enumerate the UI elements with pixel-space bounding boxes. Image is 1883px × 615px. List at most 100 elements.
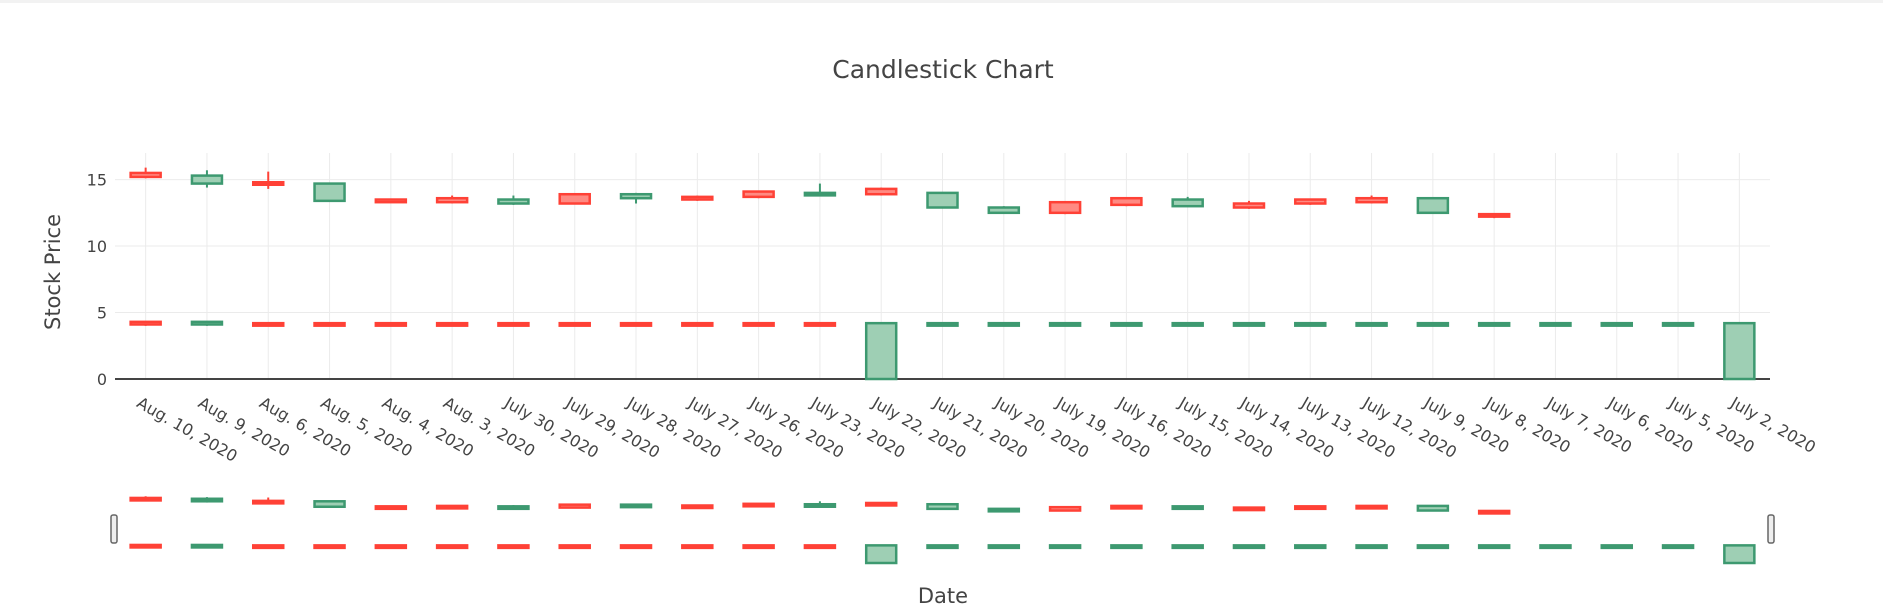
candle-body [1355,321,1388,327]
candle [1110,196,1143,207]
candle-body [435,196,469,204]
candle-body [558,192,591,205]
candle [435,321,469,327]
candle-body [1600,544,1634,550]
candle-body [1355,544,1388,550]
range-slider-right-handle[interactable] [1767,514,1775,544]
candle-body [313,500,346,509]
slider-candle [619,544,653,550]
slider-candle [619,503,653,509]
candle-body [497,505,530,511]
candle-body [681,544,714,550]
candle [129,167,162,179]
y-axis-ticks: 0 5 10 15 [87,171,107,389]
candle-body [313,544,346,550]
candles-main [129,167,1756,381]
candle-body [435,321,469,327]
candle-body [190,497,224,503]
candle [1232,321,1266,327]
candle-body [1171,544,1204,550]
candle [864,187,898,196]
candle-body [681,195,714,201]
slider-candle [803,501,837,508]
candle-body [1110,321,1143,327]
candle [1539,321,1572,327]
candle-body [190,543,224,549]
candle [435,195,469,204]
slider-candle [1232,506,1266,512]
candle [1477,212,1511,219]
candle [619,192,653,204]
candle-body [864,544,898,565]
y-tick-label: 0 [97,370,107,389]
candle-body [1171,198,1204,208]
candle [1294,321,1327,327]
candle [374,321,408,327]
candle-body [987,206,1021,215]
candle-body [1048,544,1082,550]
candle-body [1232,321,1266,327]
candle-body [1723,544,1756,565]
slider-candle [129,543,162,549]
candle-body [1416,196,1450,215]
slider-candle [1171,544,1204,550]
slider-candle [987,507,1021,513]
candle [803,321,837,327]
candle-body [497,198,530,205]
candle [190,170,224,188]
slider-candle [742,502,775,508]
candle-body [742,321,775,327]
candle-body [1723,321,1756,381]
candle-body [803,502,837,508]
candle [1661,321,1695,327]
slider-candle [1539,544,1572,550]
slider-candle [864,544,898,565]
candle [681,195,714,201]
candle [313,321,346,327]
slider-candle [1355,544,1388,550]
candle-body [864,187,898,196]
range-slider[interactable] [110,496,1775,565]
candle-body [619,544,653,550]
slider-candle [1723,544,1756,565]
slider-candle [926,544,959,550]
candle-body [1355,196,1388,204]
slider-candle [1477,509,1511,515]
candle-body [374,321,408,327]
candle-body [926,502,959,511]
candle-body [1232,202,1266,209]
candle-body [619,503,653,509]
candle-body [558,503,591,509]
candle-body [558,321,591,327]
candle-body [1048,321,1082,327]
candle-body [1110,504,1143,510]
candle-body [1477,544,1511,550]
candle-body [619,321,653,327]
candle [1048,200,1082,215]
candle-body [251,321,285,327]
candle [1477,321,1511,327]
range-slider-left-handle[interactable] [110,514,118,544]
candle [1048,321,1082,327]
slider-candle [558,503,591,509]
candle [558,192,591,205]
slider-candle [435,504,469,510]
candle-body [1477,212,1511,218]
slider-candle [1294,505,1327,511]
candle-body [1416,321,1450,327]
candle-body [926,321,959,327]
slider-candle [374,544,408,550]
candle [987,321,1021,327]
candle [497,321,530,327]
candle [129,320,162,326]
candle-body [742,502,775,508]
candle [1355,321,1388,327]
candle [558,321,591,327]
slider-candle [1661,544,1695,550]
slider-candle [681,544,714,550]
candle [1294,198,1327,205]
candle-body [803,191,837,197]
slider-candle [190,543,224,549]
candle-body [864,321,898,381]
